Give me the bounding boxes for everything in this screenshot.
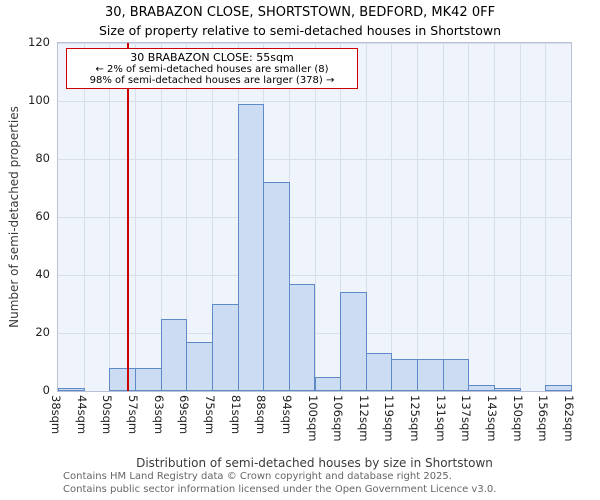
y-tick-label: 40 [35,267,50,281]
annotation-larger-text: 98% of semi-detached houses are larger (… [89,75,335,86]
gridline-v [545,43,547,391]
x-axis-label: Distribution of semi-detached houses by … [136,456,493,470]
x-tick-label: 119sqm [382,395,397,442]
x-tick-label: 125sqm [408,395,423,442]
plot-area [57,42,572,392]
x-tick-label: 106sqm [331,395,346,442]
y-tick-label: 0 [42,383,50,397]
bar [545,385,572,391]
property-marker-line [126,43,129,391]
bar [186,341,213,391]
bar [109,367,136,391]
y-tick-label: 80 [35,151,50,165]
gridline-v [340,43,342,391]
gridline-v [391,43,393,391]
x-tick-label: 137sqm [459,395,474,442]
gridline-v [365,43,367,391]
bar [417,359,444,391]
chart-subtitle: Size of property relative to semi-detach… [98,23,502,38]
x-tick-label: 143sqm [485,395,500,442]
x-tick-label: 131sqm [433,395,448,442]
x-tick-label: 94sqm [279,395,294,435]
bar [58,388,85,391]
gridline-v [83,43,85,391]
x-tick-label: 150sqm [510,395,525,442]
bar [160,318,188,391]
footer-line-2: Contains public sector information licen… [63,483,497,495]
y-tick-label: 20 [35,325,50,339]
footer-line-1: Contains HM Land Registry data © Crown c… [63,471,452,482]
y-tick-label: 100 [28,93,50,107]
bar [340,292,367,391]
x-tick-label: 50sqm [100,395,115,435]
x-tick-label: 112sqm [356,395,371,442]
bar [211,304,239,391]
footer: Contains HM Land Registry data © Crown c… [63,471,496,496]
y-tick-label: 120 [28,35,50,49]
bar [442,359,470,391]
bar [263,182,290,391]
gridline-v [186,43,188,391]
gridline-v [211,43,213,391]
x-tick-label: 63sqm [151,395,166,435]
bar [314,376,342,391]
x-tick-label: 38sqm [49,395,63,435]
x-tick-label: 44sqm [74,395,89,435]
x-tick-label: 81sqm [228,395,243,435]
x-tick-label: 162sqm [562,395,576,442]
gridline-v [468,43,470,391]
bar [391,359,419,391]
gridline-v [494,43,496,391]
bar [494,388,521,391]
bar [237,103,265,391]
gridline-v [109,43,111,391]
x-tick-label: 75sqm [202,395,217,435]
x-tick-label: 69sqm [177,395,192,435]
bar [468,385,496,391]
annotation-smaller-text: ← 2% of semi-detached houses are smaller… [95,64,329,75]
gridline-v [442,43,444,391]
bar [365,353,393,391]
gridline-v [519,43,521,391]
bar [288,283,316,391]
gridline-v [160,43,162,391]
annotation-title: 30 BRABAZON CLOSE: 55sqm [130,51,294,64]
annotation-box: 30 BRABAZON CLOSE: 55sqm ← 2% of semi-de… [66,48,358,89]
x-tick-label: 57sqm [125,395,140,435]
x-tick-label: 156sqm [536,395,551,442]
gridline-v [314,43,316,391]
gridline-v [417,43,419,391]
x-tick-label: 100sqm [305,395,320,442]
y-tick-label: 60 [35,209,50,223]
bar [134,367,162,391]
x-tick-label: 88sqm [254,395,269,435]
gridline-v [134,43,136,391]
chart-title: 30, BRABAZON CLOSE, SHORTSTOWN, BEDFORD,… [104,5,496,20]
